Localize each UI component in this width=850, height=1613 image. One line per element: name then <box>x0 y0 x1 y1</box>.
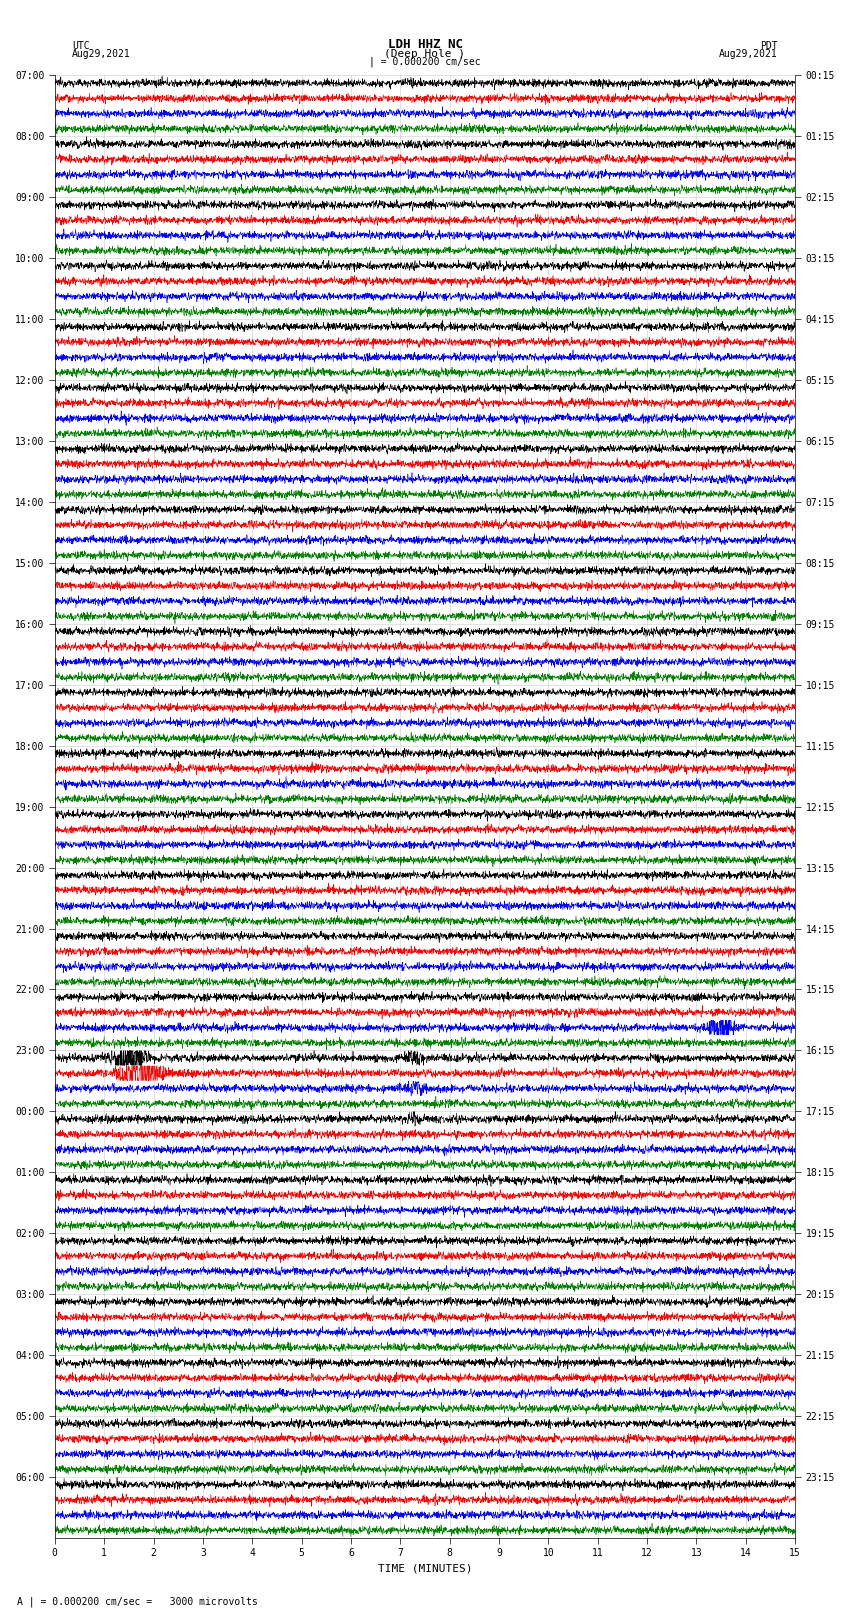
Text: | = 0.000200 cm/sec: | = 0.000200 cm/sec <box>369 56 481 66</box>
Text: A | = 0.000200 cm/sec =   3000 microvolts: A | = 0.000200 cm/sec = 3000 microvolts <box>17 1595 258 1607</box>
Text: Aug29,2021: Aug29,2021 <box>72 48 131 58</box>
Text: Aug29,2021: Aug29,2021 <box>719 48 778 58</box>
Text: (Deep Hole ): (Deep Hole ) <box>384 48 466 58</box>
X-axis label: TIME (MINUTES): TIME (MINUTES) <box>377 1565 473 1574</box>
Text: UTC: UTC <box>72 40 90 50</box>
Text: PDT: PDT <box>760 40 778 50</box>
Text: LDH HHZ NC: LDH HHZ NC <box>388 37 462 50</box>
